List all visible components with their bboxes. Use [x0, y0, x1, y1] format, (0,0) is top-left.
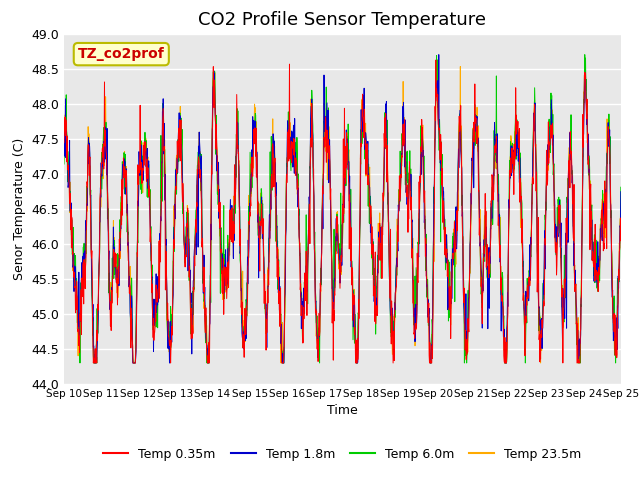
Temp 23.5m	[90, 360, 98, 366]
X-axis label: Time: Time	[327, 405, 358, 418]
Temp 6.0m	[76, 360, 84, 366]
Temp 1.8m	[104, 177, 111, 183]
Temp 6.0m	[378, 276, 385, 281]
Temp 6.0m	[104, 216, 111, 222]
Temp 23.5m	[60, 138, 68, 144]
Temp 6.0m	[318, 206, 326, 212]
Temp 0.35m	[378, 248, 385, 254]
Temp 23.5m	[126, 264, 134, 269]
Y-axis label: Senor Temperature (C): Senor Temperature (C)	[13, 138, 26, 280]
Temp 6.0m	[60, 161, 68, 167]
Temp 0.35m	[617, 238, 625, 243]
Temp 1.8m	[297, 294, 305, 300]
Temp 0.35m	[60, 140, 68, 145]
Temp 23.5m	[318, 218, 326, 224]
Temp 0.35m	[104, 192, 111, 198]
Line: Temp 1.8m: Temp 1.8m	[64, 55, 621, 363]
Temp 1.8m	[91, 360, 99, 366]
Temp 6.0m	[581, 52, 589, 58]
Temp 6.0m	[308, 96, 316, 102]
Line: Temp 23.5m: Temp 23.5m	[64, 67, 621, 363]
Temp 1.8m	[378, 240, 385, 246]
Temp 0.35m	[318, 216, 326, 222]
Line: Temp 6.0m: Temp 6.0m	[64, 55, 621, 363]
Temp 0.35m	[432, 57, 440, 63]
Temp 6.0m	[297, 276, 305, 282]
Temp 1.8m	[318, 209, 326, 215]
Temp 23.5m	[308, 103, 316, 108]
Temp 23.5m	[297, 283, 305, 288]
Temp 0.35m	[126, 286, 134, 291]
Text: TZ_co2prof: TZ_co2prof	[78, 47, 164, 61]
Temp 23.5m	[378, 244, 385, 250]
Temp 1.8m	[308, 119, 316, 124]
Title: CO2 Profile Sensor Temperature: CO2 Profile Sensor Temperature	[198, 11, 486, 29]
Temp 0.35m	[297, 281, 305, 287]
Temp 23.5m	[104, 188, 111, 194]
Temp 1.8m	[60, 140, 68, 145]
Temp 1.8m	[617, 189, 625, 194]
Line: Temp 0.35m: Temp 0.35m	[64, 60, 621, 363]
Temp 23.5m	[617, 203, 625, 209]
Temp 0.35m	[308, 122, 316, 128]
Legend: Temp 0.35m, Temp 1.8m, Temp 6.0m, Temp 23.5m: Temp 0.35m, Temp 1.8m, Temp 6.0m, Temp 2…	[98, 443, 587, 466]
Temp 23.5m	[456, 64, 464, 70]
Temp 1.8m	[126, 310, 134, 316]
Temp 6.0m	[617, 184, 625, 190]
Temp 6.0m	[126, 290, 134, 296]
Temp 0.35m	[90, 360, 97, 366]
Temp 1.8m	[435, 52, 443, 58]
